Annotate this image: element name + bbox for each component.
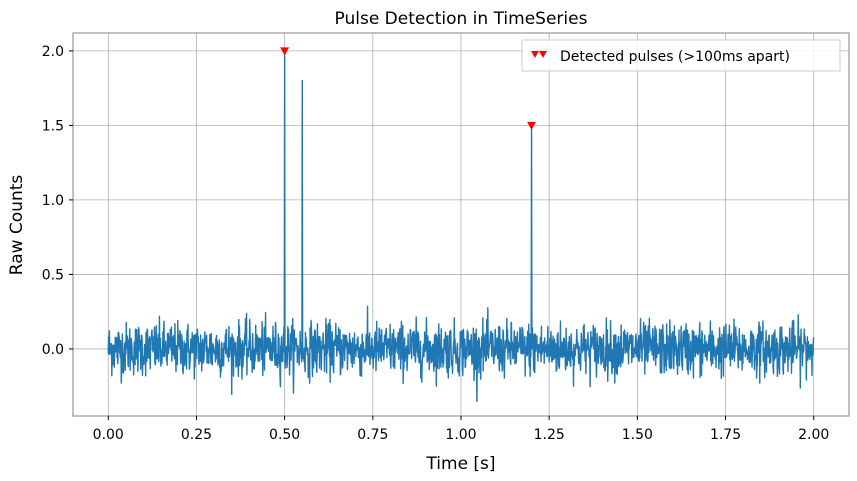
y-tick-label: 0.5 [42, 267, 64, 283]
series-line [107, 50, 815, 403]
timeseries-line [107, 50, 815, 403]
pulse-marker [280, 47, 290, 56]
y-axis-title: Raw Counts [7, 175, 27, 276]
detected-pulse-markers [280, 47, 537, 130]
x-tick-label: 2.00 [798, 427, 829, 443]
x-tick-label: 0.00 [93, 427, 124, 443]
y-tick-label: 1.5 [42, 118, 64, 134]
x-tick-label: 0.50 [269, 427, 300, 443]
x-tick-label: 1.25 [534, 427, 565, 443]
x-axis-title: Time [s] [425, 454, 495, 474]
x-tick-label: 0.75 [357, 427, 388, 443]
chart-title: Pulse Detection in TimeSeries [335, 9, 588, 29]
legend: Detected pulses (>100ms apart) [521, 39, 841, 72]
y-tick-label: 0.0 [42, 342, 64, 358]
x-tick-label: 1.75 [710, 427, 741, 443]
y-axis-ticks: 0.0 0.5 1.0 1.5 2.0 [42, 44, 73, 358]
x-tick-label: 1.50 [622, 427, 653, 443]
legend-label: Detected pulses (>100ms apart) [560, 49, 790, 65]
x-tick-label: 0.25 [181, 427, 212, 443]
pulse-marker [527, 121, 537, 130]
x-axis-ticks: 0.00 0.25 0.50 0.75 1.00 1.25 1.50 1.75 2.00 [93, 416, 829, 443]
legend-marker-icon [531, 51, 539, 58]
y-tick-label: 2.0 [42, 44, 64, 60]
y-tick-label: 1.0 [42, 193, 64, 209]
x-tick-label: 1.00 [445, 427, 476, 443]
legend-marker-icon [539, 51, 547, 58]
legend-box [521, 39, 841, 72]
